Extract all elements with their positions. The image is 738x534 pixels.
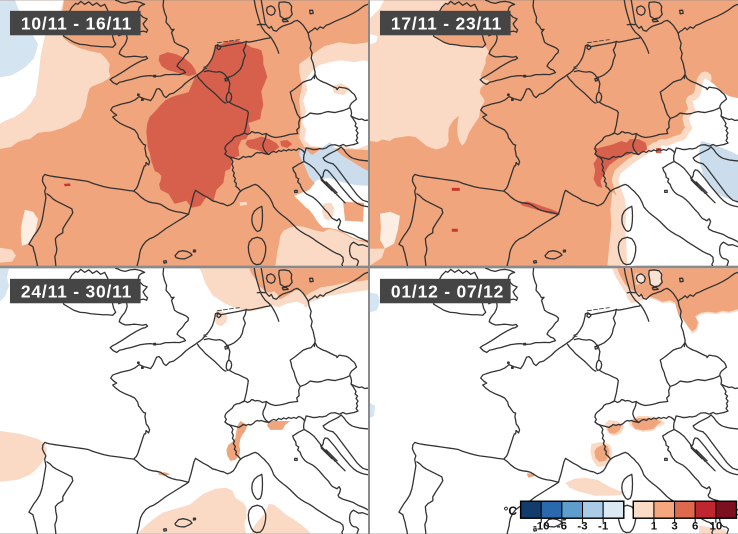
svg-text:°C: °C xyxy=(504,504,518,518)
svg-text:01/12 - 07/12: 01/12 - 07/12 xyxy=(391,282,504,302)
svg-text:-1: -1 xyxy=(598,521,609,533)
svg-text:10: 10 xyxy=(709,521,722,533)
svg-text:-3: -3 xyxy=(577,521,587,533)
svg-text:-6: -6 xyxy=(557,521,567,533)
svg-text:10/11 - 16/11: 10/11 - 16/11 xyxy=(21,14,132,34)
svg-text:17/11 - 23/11: 17/11 - 23/11 xyxy=(391,14,502,34)
svg-text:3: 3 xyxy=(671,521,677,533)
svg-text:-10: -10 xyxy=(533,521,550,533)
svg-text:1: 1 xyxy=(651,521,658,533)
svg-text:24/11 - 30/11: 24/11 - 30/11 xyxy=(21,282,132,302)
svg-text:6: 6 xyxy=(692,521,698,533)
